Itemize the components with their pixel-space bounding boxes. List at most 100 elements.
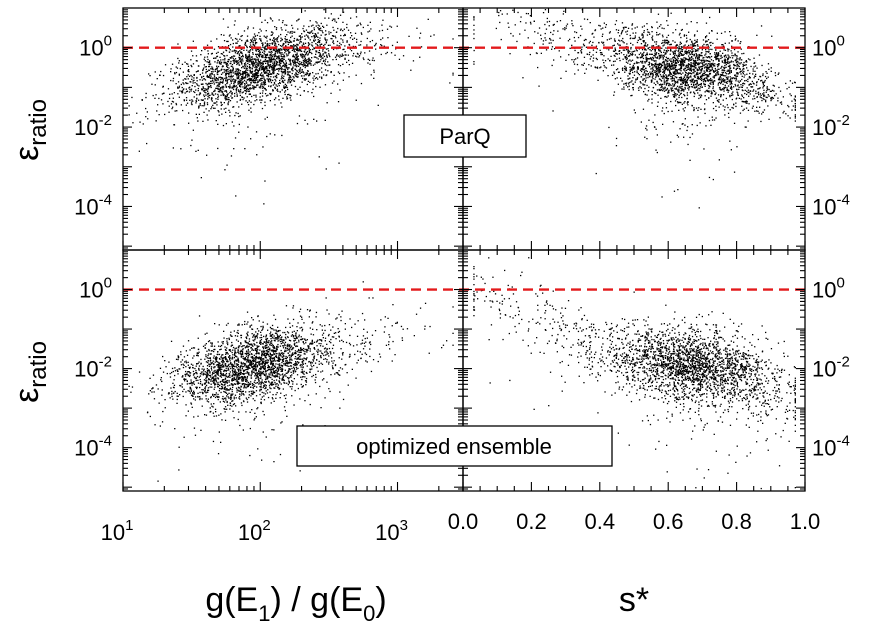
data-point [676, 71, 678, 73]
data-point [272, 32, 274, 34]
data-point [270, 60, 272, 62]
data-point [240, 81, 242, 83]
data-point [292, 45, 294, 47]
data-point [205, 82, 207, 85]
data-point [244, 65, 246, 68]
data-point [245, 40, 248, 42]
data-point [679, 128, 681, 130]
data-point [680, 76, 683, 78]
data-point [258, 79, 260, 81]
data-point [759, 93, 762, 95]
data-point [693, 70, 695, 72]
data-point [683, 79, 686, 81]
data-point [712, 60, 714, 62]
data-point [758, 112, 760, 114]
data-point [217, 88, 219, 90]
data-point [697, 62, 699, 64]
data-point [209, 94, 211, 96]
data-point [211, 68, 213, 70]
data-point [263, 70, 265, 72]
data-point [654, 66, 656, 68]
data-point [729, 71, 731, 73]
data-point [722, 44, 724, 46]
data-point [281, 68, 283, 70]
data-point [674, 59, 677, 62]
data-point [318, 28, 320, 30]
data-point [715, 57, 717, 59]
data-point [356, 25, 358, 27]
data-point [737, 65, 739, 67]
data-point [287, 88, 289, 91]
data-point [736, 146, 738, 148]
data-point [252, 75, 254, 77]
data-point [607, 58, 609, 60]
data-point [288, 67, 290, 69]
data-point [323, 44, 325, 47]
data-point [709, 48, 711, 50]
data-point [253, 86, 256, 89]
data-point [230, 86, 232, 88]
data-point [307, 73, 309, 75]
data-point [402, 55, 405, 57]
data-point [199, 92, 201, 94]
data-point [250, 56, 252, 58]
data-point [245, 87, 247, 89]
data-point [666, 20, 668, 22]
data-point [304, 38, 306, 40]
data-point [320, 67, 323, 69]
data-point [699, 86, 702, 88]
data-point [271, 61, 273, 63]
data-point [689, 72, 691, 75]
data-point [284, 52, 286, 54]
data-point [544, 23, 546, 26]
data-point [142, 123, 144, 125]
data-point [215, 87, 217, 89]
data-point [291, 24, 293, 27]
data-point [725, 66, 727, 68]
data-point [495, 27, 497, 30]
data-point [244, 90, 246, 92]
data-point [720, 89, 722, 91]
data-point [298, 62, 300, 65]
data-point [705, 49, 707, 51]
data-point [269, 64, 271, 67]
data-point [691, 64, 693, 67]
data-point [766, 86, 768, 88]
data-point [274, 62, 276, 64]
data-point [677, 90, 679, 92]
data-point [210, 53, 213, 55]
data-point [507, 22, 509, 24]
data-point [711, 91, 713, 94]
data-point [282, 77, 285, 79]
data-point [712, 69, 715, 72]
data-point [562, 28, 564, 30]
data-point [794, 82, 796, 84]
data-point [542, 43, 544, 45]
data-point [556, 20, 558, 23]
data-point [706, 70, 708, 72]
data-point [643, 78, 645, 80]
data-point [681, 83, 683, 85]
data-point [727, 65, 730, 68]
data-point [687, 85, 689, 87]
data-point [262, 43, 264, 46]
data-point [322, 32, 324, 34]
data-point [242, 54, 244, 56]
data-point [642, 53, 644, 55]
data-point [583, 45, 585, 47]
data-point [302, 42, 305, 44]
data-point [373, 45, 376, 47]
data-point [708, 50, 710, 52]
data-point [237, 77, 240, 80]
data-point [343, 72, 345, 74]
data-point [642, 108, 645, 110]
data-point [512, 35, 514, 37]
data-point [686, 69, 688, 71]
data-point [254, 65, 257, 67]
data-point [261, 87, 264, 89]
data-point [734, 74, 736, 76]
data-point [224, 61, 226, 63]
data-point [385, 52, 387, 55]
data-point [270, 66, 272, 68]
data-point [656, 151, 658, 154]
